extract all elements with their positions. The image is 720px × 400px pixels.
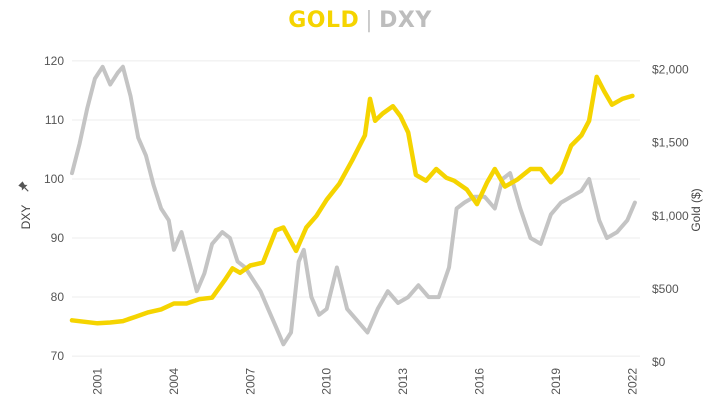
pin-icon [18, 181, 29, 192]
x-tick-label: 2016 [473, 368, 487, 395]
y-left-tick-label: 110 [45, 113, 64, 127]
y-right-tick-label: $1,500 [652, 136, 689, 150]
left-axis: 70 80 90 100 110 120 [44, 54, 64, 363]
y-left-tick-label: 100 [44, 172, 64, 186]
chart-title: GOLD | DXY [0, 8, 720, 33]
x-tick-label: 2013 [396, 368, 410, 395]
y-left-tick-label: 120 [44, 54, 64, 68]
x-tick-label: 2004 [167, 368, 181, 395]
x-tick-label: 2001 [90, 368, 104, 395]
y-left-tick-label: 70 [51, 349, 65, 363]
title-gold: GOLD [288, 8, 360, 33]
y-right-tick-label: $1,000 [652, 209, 689, 223]
title-dxy: DXY [379, 8, 432, 33]
y-right-tick-label: $2,000 [652, 63, 689, 77]
y-axis-right-label: Gold ($) [689, 188, 703, 231]
grid [72, 60, 640, 357]
title-separator: | [365, 8, 374, 33]
x-tick-label: 2022 [625, 368, 639, 395]
x-tick-label: 2019 [549, 368, 563, 395]
y-left-tick-label: 90 [51, 231, 65, 245]
y-axis-left-label: DXY [19, 205, 33, 230]
series-line-gold [69, 74, 635, 326]
x-tick-label: 2007 [243, 368, 257, 395]
y-left-tick-label: 80 [51, 290, 65, 304]
x-axis: 2001 2004 2007 2010 2013 2016 2019 2022 [90, 368, 639, 395]
x-tick-label: 2010 [320, 368, 334, 395]
series-line-dxy [70, 64, 637, 347]
y-right-tick-label: $500 [652, 282, 679, 296]
y-right-tick-label: $0 [652, 355, 666, 369]
right-axis: $0 $500 $1,000 $1,500 $2,000 [652, 63, 689, 369]
series-group [69, 64, 637, 347]
